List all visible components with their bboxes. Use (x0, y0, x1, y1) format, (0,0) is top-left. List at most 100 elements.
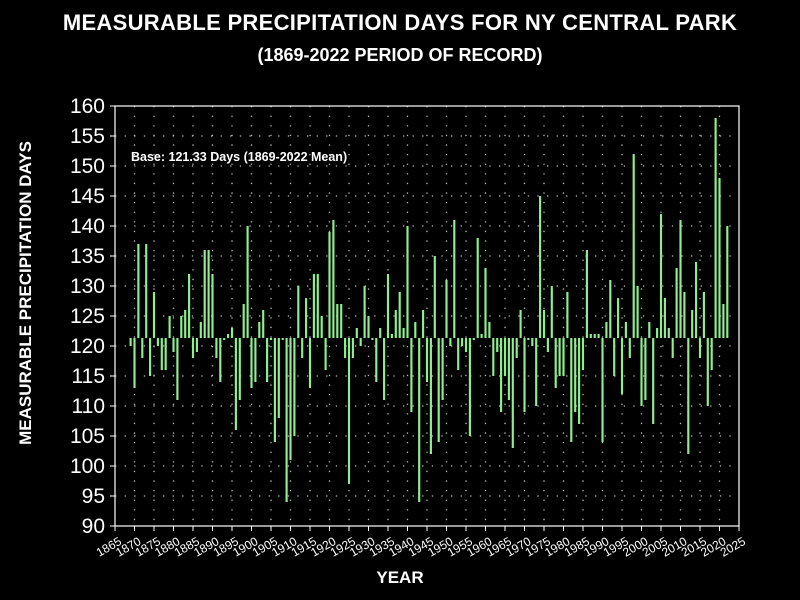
bar (172, 338, 175, 352)
bar (351, 338, 354, 358)
bar (585, 250, 588, 339)
bar (367, 316, 370, 339)
bar (301, 338, 304, 358)
bar (328, 232, 331, 339)
bar (628, 338, 631, 358)
bar (539, 196, 542, 339)
chart-subtitle: (1869-2022 PERIOD OF RECORD) (257, 45, 543, 65)
bar (137, 244, 140, 339)
bar (636, 286, 639, 339)
y-tick-label: 100 (70, 455, 105, 478)
bar (527, 338, 530, 340)
bar (496, 338, 499, 352)
y-tick-label: 125 (70, 305, 105, 328)
bar (698, 338, 702, 358)
bar (156, 338, 159, 346)
bar (441, 338, 444, 400)
bar (640, 338, 643, 406)
bar (184, 310, 187, 339)
bar (578, 338, 581, 424)
bar (632, 154, 635, 339)
bar (281, 338, 284, 340)
bar (546, 338, 549, 352)
y-tick-label: 110 (72, 395, 105, 418)
bar (188, 274, 191, 339)
bar (293, 338, 296, 436)
y-tick-label: 150 (70, 155, 105, 178)
bar (476, 238, 479, 339)
bar (503, 338, 507, 376)
bar (613, 338, 616, 376)
bar (695, 262, 698, 339)
bar (714, 118, 717, 339)
bar (620, 338, 624, 394)
bar (702, 292, 705, 339)
bar (227, 334, 230, 339)
y-tick-label: 95 (82, 485, 105, 508)
bar (425, 338, 429, 382)
bar (242, 304, 245, 339)
bar (340, 304, 343, 339)
bar (605, 322, 608, 339)
bar (145, 244, 148, 339)
bar (211, 274, 214, 339)
bar (648, 322, 651, 339)
bar (433, 256, 436, 339)
bar (386, 274, 390, 339)
bar (449, 338, 452, 346)
y-tick-label: 120 (70, 335, 105, 358)
y-tick-label: 155 (70, 125, 105, 148)
bar (203, 250, 206, 339)
bar (168, 316, 171, 339)
bar (457, 338, 460, 370)
bar (671, 338, 674, 358)
bar (289, 338, 292, 460)
bar (418, 338, 421, 502)
y-tick-label: 105 (70, 425, 105, 448)
bar (273, 338, 276, 442)
bar (511, 338, 514, 448)
bar (500, 338, 503, 412)
bar (624, 322, 627, 339)
bar (258, 322, 261, 339)
bar (149, 338, 152, 376)
bar (390, 334, 393, 339)
bar (468, 338, 471, 436)
bar (324, 338, 327, 370)
bar (679, 220, 682, 339)
bar (379, 328, 382, 339)
bar (535, 338, 538, 406)
bar (176, 338, 179, 400)
bar (461, 338, 464, 346)
bar (570, 338, 573, 442)
bar (250, 338, 253, 388)
bar (414, 322, 417, 339)
bar (609, 280, 612, 339)
bar (320, 316, 323, 339)
bar (453, 220, 456, 339)
bar (394, 310, 397, 339)
bar (164, 338, 167, 370)
bar (519, 310, 522, 339)
bar (254, 338, 257, 382)
bar (652, 338, 655, 424)
chart-title: MEASURABLE PRECIPITATION DAYS FOR NY CEN… (62, 10, 738, 35)
bar (246, 226, 249, 339)
bar (406, 226, 409, 339)
bar (238, 338, 241, 400)
bar (305, 298, 308, 339)
bar (262, 310, 265, 339)
bar (266, 338, 269, 382)
bar (566, 292, 569, 339)
bar (207, 250, 210, 339)
bar (726, 226, 729, 339)
bar (199, 322, 202, 339)
bar (542, 310, 546, 339)
bar (574, 338, 577, 412)
bar (402, 328, 405, 339)
y-tick-label: 135 (70, 245, 105, 268)
bar (667, 328, 670, 339)
bar (581, 338, 585, 370)
bar (269, 338, 273, 340)
bar (422, 310, 425, 339)
